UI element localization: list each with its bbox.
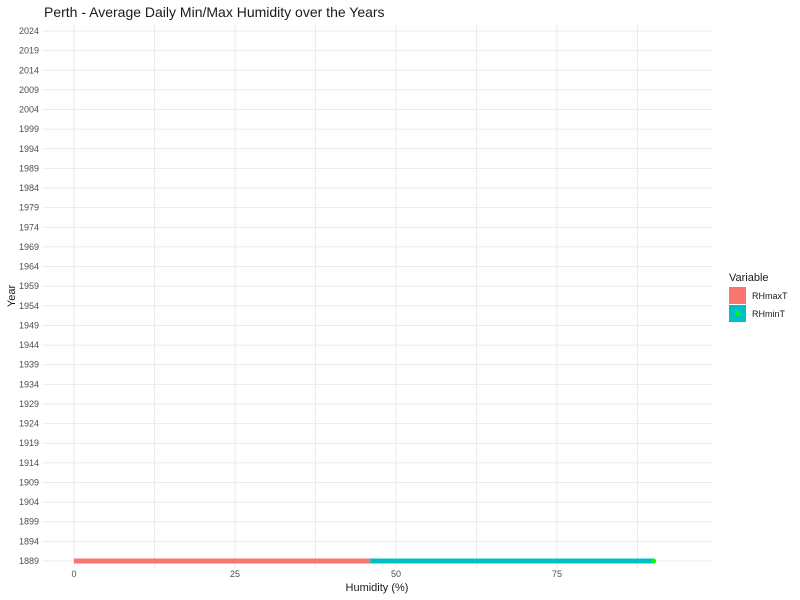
y-tick-label: 1939 xyxy=(19,360,39,370)
y-tick-label: 1899 xyxy=(19,517,39,527)
bars xyxy=(74,558,657,564)
y-tick-label: 1904 xyxy=(19,497,39,507)
legend-title: Variable xyxy=(729,272,769,284)
chart-title: Perth - Average Daily Min/Max Humidity o… xyxy=(44,4,385,20)
y-tick-label: 1964 xyxy=(19,262,39,272)
y-tick-label: 1979 xyxy=(19,203,39,213)
y-tick-label: 1999 xyxy=(19,124,39,134)
y-tick-label: 2004 xyxy=(19,105,39,115)
y-tick-label: 1949 xyxy=(19,320,39,330)
y-tick-label: 1929 xyxy=(19,399,39,409)
y-tick-label: 1959 xyxy=(19,281,39,291)
y-tick-label: 2019 xyxy=(19,46,39,56)
y-tick-label: 1934 xyxy=(19,379,39,389)
x-tick-label: 75 xyxy=(552,569,562,579)
data-point-marker xyxy=(651,558,657,564)
x-tick-label: 50 xyxy=(391,569,401,579)
y-tick-label: 1924 xyxy=(19,419,39,429)
bar-RHminT xyxy=(370,558,654,564)
y-tick-label: 1989 xyxy=(19,163,39,173)
legend-label: RHminT xyxy=(752,309,786,319)
x-axis-title: Humidity (%) xyxy=(346,582,409,594)
y-tick-label: 1954 xyxy=(19,301,39,311)
y-tick-label: 1909 xyxy=(19,477,39,487)
y-tick-label: 1889 xyxy=(19,556,39,566)
y-tick-label: 1969 xyxy=(19,242,39,252)
y-tick-label: 1894 xyxy=(19,536,39,546)
y-tick-label: 1944 xyxy=(19,340,39,350)
bar-RHmaxT xyxy=(74,558,371,564)
legend-label: RHmaxT xyxy=(752,291,788,301)
y-tick-label: 2009 xyxy=(19,85,39,95)
y-tick-label: 2024 xyxy=(19,26,39,36)
x-tick-label: 0 xyxy=(71,569,76,579)
legend: Variable RHmaxT RHminT xyxy=(729,272,788,322)
legend-marker xyxy=(735,311,740,316)
x-axis-ticks: 0 25 50 75 xyxy=(71,569,562,579)
grid xyxy=(42,24,712,568)
y-tick-label: 1974 xyxy=(19,222,39,232)
x-tick-label: 25 xyxy=(230,569,240,579)
y-tick-label: 1919 xyxy=(19,438,39,448)
y-tick-label: 1994 xyxy=(19,144,39,154)
y-axis-ticks: 1889 1894 1899 1904 1909 1914 1919 1924 1929 1934… xyxy=(19,26,39,566)
y-tick-label: 2014 xyxy=(19,65,39,75)
legend-key-RHmaxT xyxy=(729,287,746,304)
y-axis-title: Year xyxy=(6,285,18,308)
y-tick-label: 1914 xyxy=(19,458,39,468)
y-tick-label: 1984 xyxy=(19,183,39,193)
